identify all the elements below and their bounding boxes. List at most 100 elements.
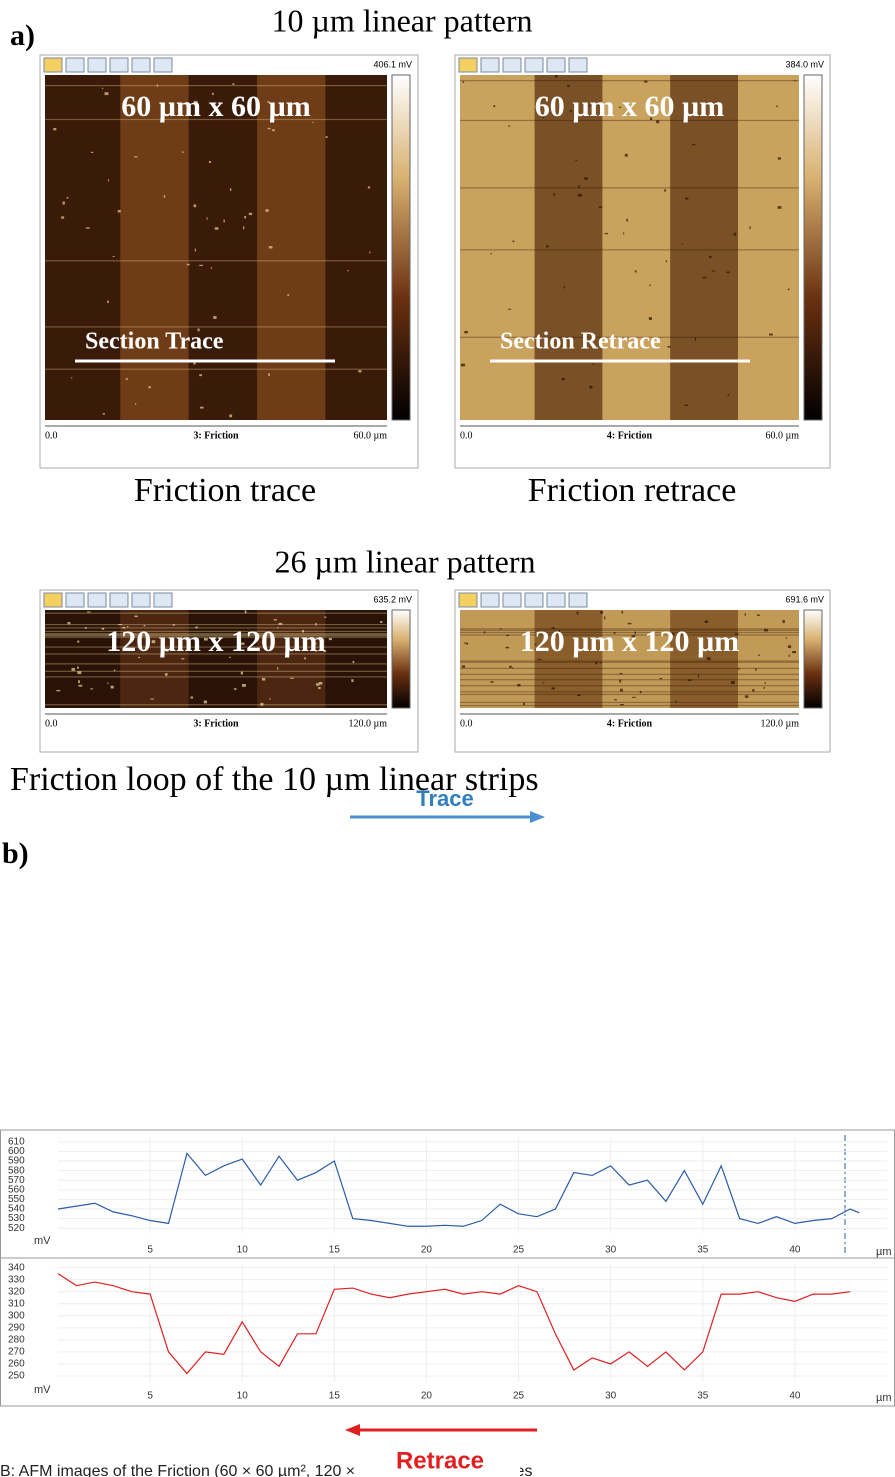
afm-speck <box>199 374 202 377</box>
afm-speck <box>267 101 270 103</box>
colorbar <box>803 74 823 421</box>
chart-frame <box>0 1129 895 1259</box>
afm-speck <box>102 413 105 415</box>
afm-speck <box>523 702 525 706</box>
axis-start: 0.0 <box>460 718 473 729</box>
x-tick-label: 15 <box>329 1391 341 1402</box>
afm-speck <box>738 667 740 670</box>
afm-speck <box>598 206 603 208</box>
afm-speck <box>648 317 652 321</box>
afm-speck <box>193 204 197 208</box>
afm-speck <box>199 264 203 267</box>
afm-speck <box>505 646 509 649</box>
tool-icon <box>109 57 129 73</box>
y-tick-label: 270 <box>8 1347 25 1358</box>
afm-scanline <box>460 628 799 630</box>
afm-speck <box>107 682 109 685</box>
afm-speck <box>787 288 790 291</box>
loop-title: Friction loop of the 10 µm linear strips <box>10 761 539 798</box>
afm-speck <box>600 611 603 614</box>
tool-icon <box>458 57 478 73</box>
afm-scanline <box>45 635 387 637</box>
afm-speck <box>277 626 279 629</box>
label-bg <box>360 1446 520 1477</box>
afm-speck <box>744 695 749 698</box>
tool-icon <box>502 592 522 608</box>
afm-speck <box>461 665 466 668</box>
scale-max: 406.1 mV <box>373 59 412 69</box>
colorbar <box>391 609 411 709</box>
tool-icon <box>131 592 151 608</box>
afm-speck <box>208 160 212 163</box>
afm-speck <box>576 611 579 615</box>
afm-speck <box>577 193 582 197</box>
afm-speck <box>551 627 555 629</box>
afm-speck <box>195 626 198 629</box>
afm-speck <box>203 638 208 641</box>
afm-speck <box>358 370 362 373</box>
scale-max: 384.0 mV <box>785 59 824 69</box>
afm-scanline <box>45 634 387 636</box>
afm-scanline <box>45 326 387 328</box>
afm-scanline <box>45 612 387 614</box>
afm-speck <box>731 680 735 684</box>
axis-end: 120.0 µm <box>348 718 387 729</box>
afm-speck <box>764 628 768 632</box>
x-tick-label: 10 <box>237 1245 249 1256</box>
afm-scanline <box>460 691 799 693</box>
afm-speck <box>223 219 225 223</box>
afm-speck <box>56 689 61 692</box>
tool-icon <box>43 57 63 73</box>
afm-speck <box>347 269 349 272</box>
x-tick-label: 40 <box>789 1391 801 1402</box>
afm-scanline <box>460 685 799 687</box>
afm-scanline <box>45 653 387 655</box>
tool-icon <box>153 592 173 608</box>
afm-speck <box>107 179 110 182</box>
trace-label: Trace <box>416 786 474 811</box>
x-tick-label: 30 <box>605 1245 617 1256</box>
afm-scanline <box>460 693 799 696</box>
afm-speck <box>460 363 465 367</box>
afm-speck <box>287 294 290 296</box>
afm-speck <box>232 83 235 85</box>
afm-speck <box>667 346 671 348</box>
afm-speck <box>618 106 622 108</box>
afm-speck <box>614 699 617 701</box>
afm-speck <box>656 120 660 124</box>
x-tick-label: 35 <box>697 1245 709 1256</box>
afm-speck <box>599 662 602 664</box>
axis-end: 120.0 µm <box>760 718 799 729</box>
afm-scanline <box>460 667 799 669</box>
afm-speck <box>644 80 648 83</box>
afm-speck <box>777 157 781 160</box>
afm-speck <box>303 643 305 645</box>
afm-speck <box>764 682 767 684</box>
afm-speck <box>702 276 707 279</box>
scale-max: 691.6 mV <box>785 594 824 604</box>
y-axis-label: mV <box>34 1235 51 1247</box>
y-tick-label: 540 <box>8 1204 25 1215</box>
axis-start: 0.0 <box>45 430 58 441</box>
tool-icon <box>131 57 151 73</box>
afm-speck <box>148 386 152 389</box>
afm-speck <box>611 334 614 337</box>
afm-speck <box>242 226 245 230</box>
afm-speck <box>272 129 275 132</box>
afm-speck <box>138 656 141 659</box>
afm-stripe <box>670 75 738 420</box>
afm-scanline <box>460 634 799 636</box>
afm-speck <box>78 680 80 684</box>
afm-speck <box>687 679 692 682</box>
afm-speck <box>112 255 115 258</box>
tool-icon <box>524 592 544 608</box>
afm-stripe <box>534 610 603 708</box>
afm-speck <box>755 668 757 671</box>
afm-speck <box>206 217 208 220</box>
afm-speck <box>90 151 94 153</box>
afm-scanline <box>460 187 799 189</box>
afm-scanline <box>460 336 799 338</box>
afm-scanline <box>460 679 799 681</box>
afm-speck <box>563 286 565 289</box>
afm-speck <box>268 373 270 376</box>
